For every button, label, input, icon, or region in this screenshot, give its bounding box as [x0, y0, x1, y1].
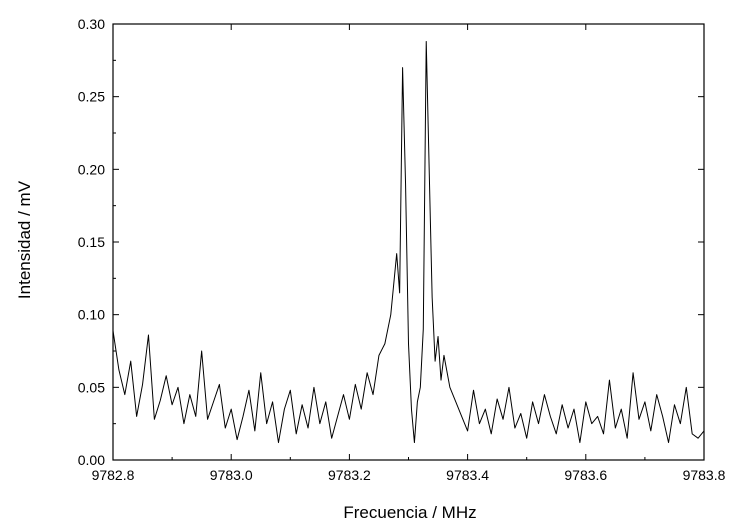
plot-frame [112, 23, 705, 461]
y-axis-ticks: 0.00 0.05 0.10 0.15 0.20 0.25 0.30 [78, 16, 704, 468]
y-tick-label: 0.10 [78, 307, 105, 323]
y-tick-label: 0.05 [78, 379, 105, 395]
x-axis-ticks: 9782.8 9783.0 9783.2 9783.4 9783.6 9783.8 [92, 24, 726, 483]
y-axis-title: Intensidad / mV [15, 180, 34, 299]
y-tick-label: 0.30 [78, 16, 105, 32]
y-tick-label: 0.15 [78, 234, 105, 250]
x-tick-label: 9783.6 [564, 467, 607, 483]
x-tick-label: 9782.8 [92, 467, 135, 483]
series-line [112, 40, 705, 444]
y-tick-label: 0.25 [78, 89, 105, 105]
y-tick-label: 0.20 [78, 161, 105, 177]
x-tick-label: 9783.4 [446, 467, 489, 483]
y-tick-label: 0.00 [78, 452, 105, 468]
x-tick-label: 9783.0 [210, 467, 253, 483]
x-tick-label: 9783.2 [328, 467, 371, 483]
x-axis-title: Frecuencia / MHz [343, 503, 476, 522]
x-tick-label: 9783.8 [683, 467, 726, 483]
plot-area [112, 23, 705, 461]
